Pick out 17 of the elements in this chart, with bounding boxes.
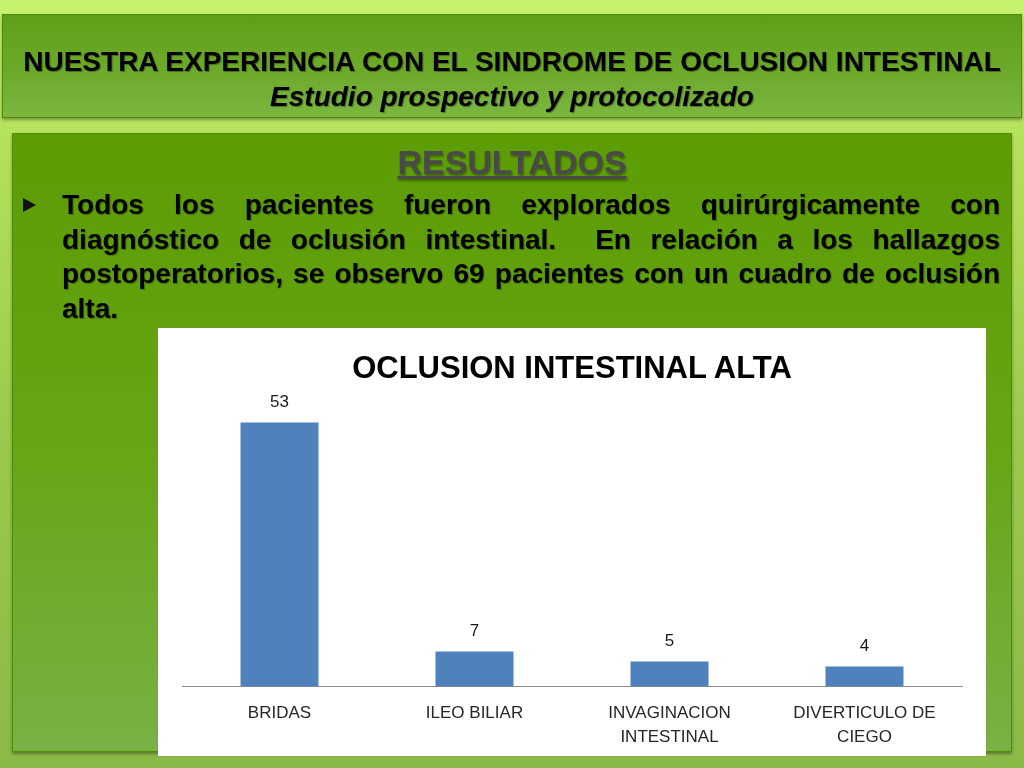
- bar: [435, 651, 514, 687]
- data-label: 7: [469, 620, 480, 640]
- bar: [825, 666, 904, 687]
- text: NUESTRA EXPERIENCIA CON EL SINDROME DE OCLUSION INTESTINAL: [22, 45, 1002, 79]
- x-tick-label: ILEO BILIAR: [425, 702, 524, 722]
- chart-title: OCLUSION INTESTINAL ALTA: [352, 350, 792, 386]
- bar: [240, 422, 319, 687]
- x-tick-label: DIVERTICULO DE CIEGO: [793, 702, 936, 746]
- text: RESULTADOS: [396, 142, 628, 182]
- text: Todos los pacientes fueron explorados quirúrgicamente con diagnóstico de oclusión intestinal. En relación a los hallazgos postoperatorios, se observo 69 pacientes con un cuadro de oclusión alta.: [62, 188, 1000, 326]
- data-label: 4: [859, 635, 870, 655]
- x-tick-label: BRIDAS: [247, 702, 312, 722]
- x-tick-label: INVAGINACION INTESTINAL: [608, 702, 731, 746]
- text: Estudio prospectivo y protocolizado: [269, 80, 755, 114]
- data-label: 5: [664, 630, 675, 650]
- bar: [630, 661, 709, 687]
- data-label: 53: [270, 391, 289, 411]
